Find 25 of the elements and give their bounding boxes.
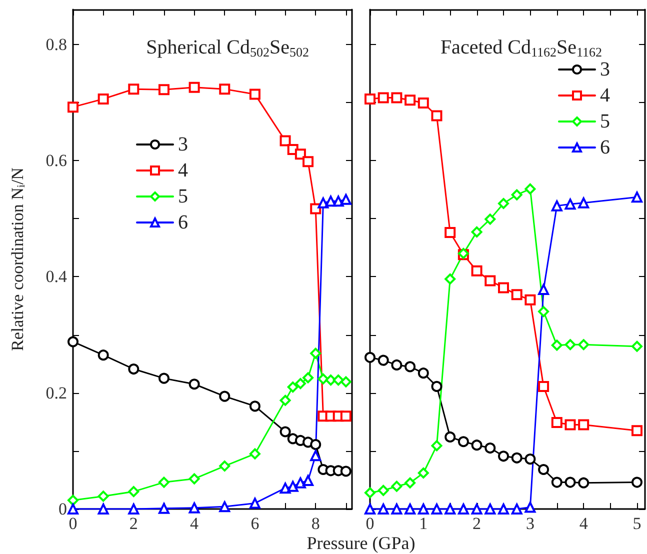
y-tick-label: 0.6 [46,151,67,170]
y-tick-label: 0.4 [46,267,68,286]
x-tick-label: 4 [579,514,588,533]
x-tick-label: 6 [250,514,260,533]
legend-label: 6 [600,136,610,158]
x-tick-label: 1 [419,514,428,533]
x-axis-title: Pressure (GPa) [306,533,416,554]
x-tick-label: 0 [366,514,374,533]
x-tick-label: 2 [129,514,138,533]
x-tick-label: 2 [472,514,482,533]
legend-label: 5 [600,110,610,132]
legend-label: 5 [178,186,188,208]
y-tick-label: 0.2 [46,383,67,402]
legend-label: 4 [600,84,610,106]
x-tick-label: 4 [190,514,200,533]
x-tick-label: 3 [526,514,534,533]
x-tick-label: 8 [311,514,320,533]
x-tick-label: 5 [632,514,642,533]
y-tick-label: 0.8 [46,34,67,54]
legend-label: 6 [178,212,188,234]
legend-label: 3 [178,134,188,156]
y-tick-label: 0 [58,500,67,518]
legend-label: 3 [600,58,610,80]
legend-label: 4 [178,160,188,182]
y-axis-title: Relative coordination Ni/N [8,168,28,351]
